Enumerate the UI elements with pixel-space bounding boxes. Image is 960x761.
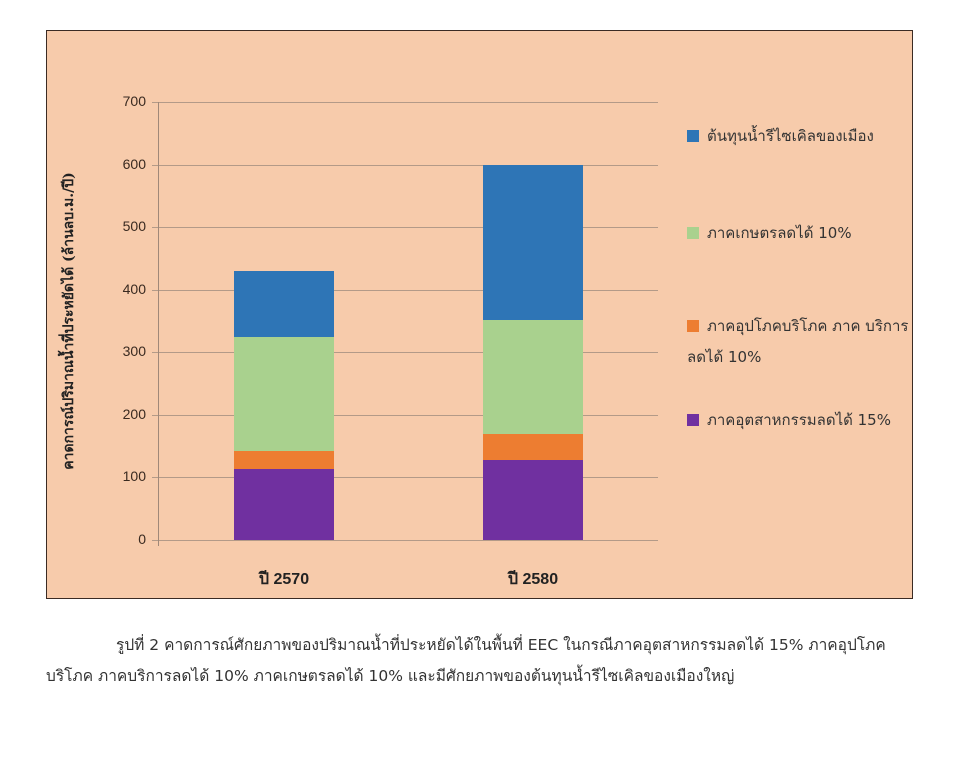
gridline [152, 227, 658, 228]
bar-segment [234, 451, 334, 470]
gridline [152, 415, 658, 416]
legend-item: ภาคเกษตรลดได้ 10% [687, 218, 917, 249]
legend-item: ภาคอุปโภคบริโภค ภาค บริการ ลดได้ 10% [687, 311, 917, 373]
y-tick-label: 200 [122, 406, 146, 422]
bar-segment [234, 270, 334, 337]
gridline [152, 352, 658, 353]
gridline [152, 540, 658, 541]
legend-label: ภาคอุตสาหกรรมลดได้ 15% [707, 411, 891, 429]
plot-area: 0 100 200 300 400 500 600 700 ปี 2570 ปี 2580 [47, 31, 912, 598]
bar-segment [483, 459, 583, 540]
legend-swatch-icon [687, 414, 699, 426]
y-axis-title: คาดการณ์ปริมาณน้ำที่ประหยัดได้ (ล้านลบ.ม… [61, 172, 77, 470]
legend-swatch-icon [687, 227, 699, 239]
legend-item: ต้นทุนน้ำรีไซเคิลของเมือง [687, 121, 917, 152]
legend-label: ต้นทุนน้ำรีไซเคิลของเมือง [707, 127, 874, 145]
y-tick-label: 400 [122, 281, 146, 297]
bar-segment [483, 434, 583, 460]
y-tick-label: 600 [122, 156, 146, 172]
y-tick-label: 500 [122, 218, 146, 234]
gridline [152, 165, 658, 166]
legend-swatch-icon [687, 130, 699, 142]
y-tick-label: 700 [122, 93, 146, 109]
y-axis-line [158, 102, 159, 546]
x-axis-label: ปี 2570 [258, 571, 310, 588]
legend-label: ภาคเกษตรลดได้ 10% [707, 224, 852, 242]
legend-item: ภาคอุตสาหกรรมลดได้ 15% [687, 405, 917, 436]
chart-area: 0 100 200 300 400 500 600 700 ปี 2570 ปี 2580 คาด… [46, 30, 913, 599]
bar-segment [234, 336, 334, 452]
gridline [152, 290, 658, 291]
gridline [152, 477, 658, 478]
caption-text: รูปที่ 2 คาดการณ์ศักยภาพของปริมาณน้ำที่ป… [46, 636, 886, 685]
y-tick-label: 0 [138, 531, 146, 547]
gridline [152, 102, 658, 103]
bar-segment [483, 320, 583, 435]
legend-label: ภาคอุปโภคบริโภค ภาค บริการ ลดได้ 10% [687, 317, 909, 366]
bar-segment [234, 469, 334, 540]
y-tick-label: 300 [122, 343, 146, 359]
x-axis-label: ปี 2580 [507, 571, 559, 588]
figure-caption: รูปที่ 2 คาดการณ์ศักยภาพของปริมาณน้ำที่ป… [46, 630, 916, 692]
bar-segment [483, 164, 583, 321]
legend-swatch-icon [687, 320, 699, 332]
y-tick-label: 100 [122, 468, 146, 484]
